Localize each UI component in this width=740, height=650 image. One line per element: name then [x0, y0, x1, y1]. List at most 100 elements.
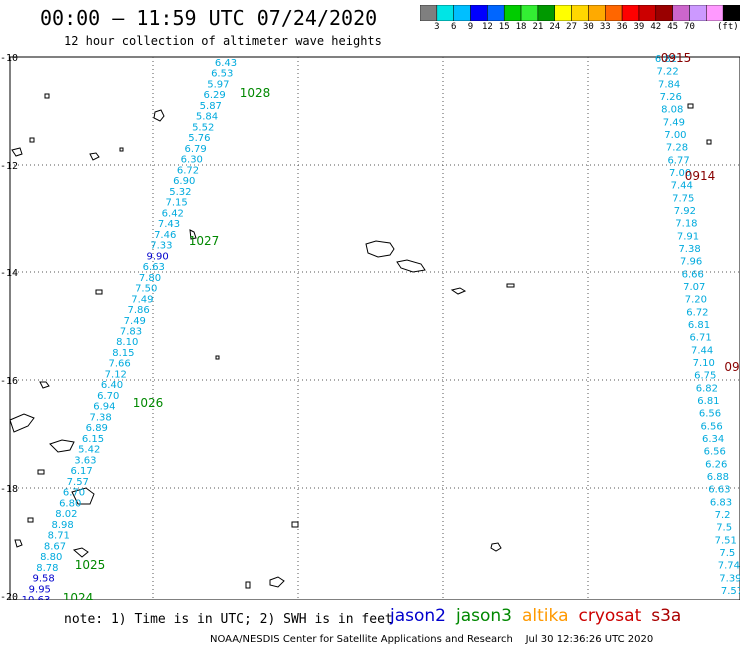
colorbar-tick: 21 [532, 22, 544, 32]
wave-height-label: 7.43 [158, 219, 180, 230]
wave-height-label: 7.5 [716, 523, 732, 534]
wave-height-label: 7.07 [683, 282, 705, 293]
colorbar-tick: 42 [650, 22, 662, 32]
wave-height-label: 6.56 [699, 409, 721, 420]
wave-height-label: 6.43 [215, 58, 237, 69]
wave-height-label: 6.94 [93, 402, 115, 413]
wave-height-label: 7.49 [663, 117, 685, 128]
map-title: 00:00 – 11:59 UTC 07/24/2020 [40, 6, 378, 30]
wave-height-label: 7.15 [165, 198, 187, 209]
wave-height-label: 5.87 [200, 101, 222, 112]
wave-height-label: 7.92 [674, 206, 696, 217]
satellite-legend: jason2 jason3 altika cryosat s3a [390, 606, 691, 626]
wave-height-label: 7.2 [715, 510, 731, 521]
wave-height-label: 6.90 [173, 176, 195, 187]
colorbar-tick: 15 [498, 22, 510, 32]
wave-height-label: 8.10 [116, 337, 138, 348]
colorbar-tick: 24 [549, 22, 561, 32]
wave-height-label: 7.28 [666, 143, 688, 154]
wave-height-label: 6.66 [682, 269, 704, 280]
pass-labels: 1028 1027 1026 1025 1024 0915 0914 09 [63, 51, 740, 600]
wave-height-label: 5.32 [169, 187, 191, 198]
map-canvas: 6.436.535.976.295.875.845.525.766.796.30… [0, 51, 740, 600]
wave-height-label: 7.84 [658, 79, 680, 90]
wave-height-label: 6.82 [655, 54, 677, 65]
wave-height-label: 6.53 [211, 69, 233, 80]
wave-height-label: 6.29 [203, 90, 225, 101]
wave-height-label: 6.56 [704, 447, 726, 458]
wave-height-label: 5.97 [207, 79, 229, 90]
wave-height-label: 7.83 [120, 327, 142, 338]
colorbar-tick: 6 [450, 22, 457, 32]
wave-height-label: 10.63 [22, 595, 51, 600]
wave-height-label: 7.10 [693, 358, 715, 369]
wave-height-label: 5.42 [78, 445, 100, 456]
wave-height-label: 6.40 [101, 380, 123, 391]
wave-height-label: 6.63 [708, 485, 730, 496]
wave-height-label: 7.5 [719, 548, 735, 559]
wave-height-label: 5.76 [188, 133, 210, 144]
pass-time-label: 1027 [189, 234, 220, 248]
pass-time-label: 0915 [661, 51, 692, 65]
wave-height-label: 6.63 [143, 262, 165, 273]
colorbar-swatch [722, 5, 740, 21]
wave-height-label: 8.67 [44, 541, 66, 552]
wave-height-label: 7.18 [675, 219, 697, 230]
map-frame [9, 56, 740, 600]
colorbar-tick: 70 [684, 22, 695, 32]
wave-height-label: 7.50 [135, 284, 157, 295]
wave-height-label: 7.38 [89, 412, 111, 423]
wave-height-label: 7.57 [721, 586, 740, 597]
wave-height-label: 7.33 [150, 241, 172, 252]
colorbar-tick: 45 [667, 22, 679, 32]
wave-height-label: 7.51 [715, 535, 737, 546]
colorbar-tick: 33 [599, 22, 611, 32]
footer-credit: NOAA/NESDIS Center for Satellite Applica… [210, 634, 654, 645]
wave-height-label: 8.78 [36, 563, 58, 574]
colorbar-tick: 12 [481, 22, 493, 32]
wave-height-label: 6.79 [184, 144, 206, 155]
altimeter-tracks: 6.436.535.976.295.875.845.525.766.796.30… [22, 54, 740, 600]
wave-height-label: 8.15 [112, 348, 134, 359]
graticule [10, 57, 740, 600]
pass-time-label: 1028 [240, 86, 271, 100]
pass-time-label: 1026 [133, 396, 164, 410]
wave-height-label: 6.70 [97, 391, 119, 402]
legend-altika: altika [522, 606, 569, 626]
latitude-label: -18 [0, 484, 18, 495]
wave-height-label: 7.44 [671, 181, 693, 192]
legend-s3a: s3a [651, 606, 682, 626]
wave-height-label: 8.80 [40, 552, 62, 563]
wave-height-label: 6.82 [696, 383, 718, 394]
wave-height-label: 6.72 [686, 307, 708, 318]
wave-height-label: 7.80 [139, 273, 161, 284]
wave-height-label: 6.15 [82, 434, 104, 445]
pass-time-label: 1025 [75, 558, 106, 572]
wave-height-label: 8.98 [51, 520, 73, 531]
pass-time-label: 1024 [63, 591, 94, 600]
wave-height-label: 6.89 [86, 423, 108, 434]
legend-cryosat: cryosat [578, 606, 642, 626]
colorbar [420, 5, 740, 21]
wave-height-label: 7.66 [108, 359, 130, 370]
wave-height-label: 8.08 [661, 105, 683, 116]
wave-height-label: 6.70 [63, 488, 85, 499]
wave-height-label: 7.49 [124, 316, 146, 327]
wave-height-label: 8.71 [48, 531, 70, 542]
colorbar-tick: 39 [633, 22, 645, 32]
wave-height-label: 6.75 [694, 371, 716, 382]
wave-height-label: 6.56 [700, 421, 722, 432]
latitude-label: -14 [0, 268, 18, 279]
colorbar-ticks: 3 6 9 12 15 18 21 24 27 30 33 36 39 42 45 70 [420, 22, 740, 34]
wave-height-label: 7.86 [127, 305, 149, 316]
map-subtitle: 12 hour collection of altimeter wave hei… [64, 34, 382, 48]
latitude-label: -20 [0, 592, 18, 600]
wave-height-label: 6.83 [710, 497, 732, 508]
latitude-label: -12 [0, 161, 18, 172]
wave-height-label: 6.81 [688, 320, 710, 331]
wave-height-label: 5.52 [192, 122, 214, 133]
wave-height-label: 5.84 [196, 112, 218, 123]
wave-height-label: 6.88 [707, 472, 729, 483]
wave-height-label: 9.95 [29, 584, 51, 595]
wave-height-label: 7.12 [105, 369, 127, 380]
